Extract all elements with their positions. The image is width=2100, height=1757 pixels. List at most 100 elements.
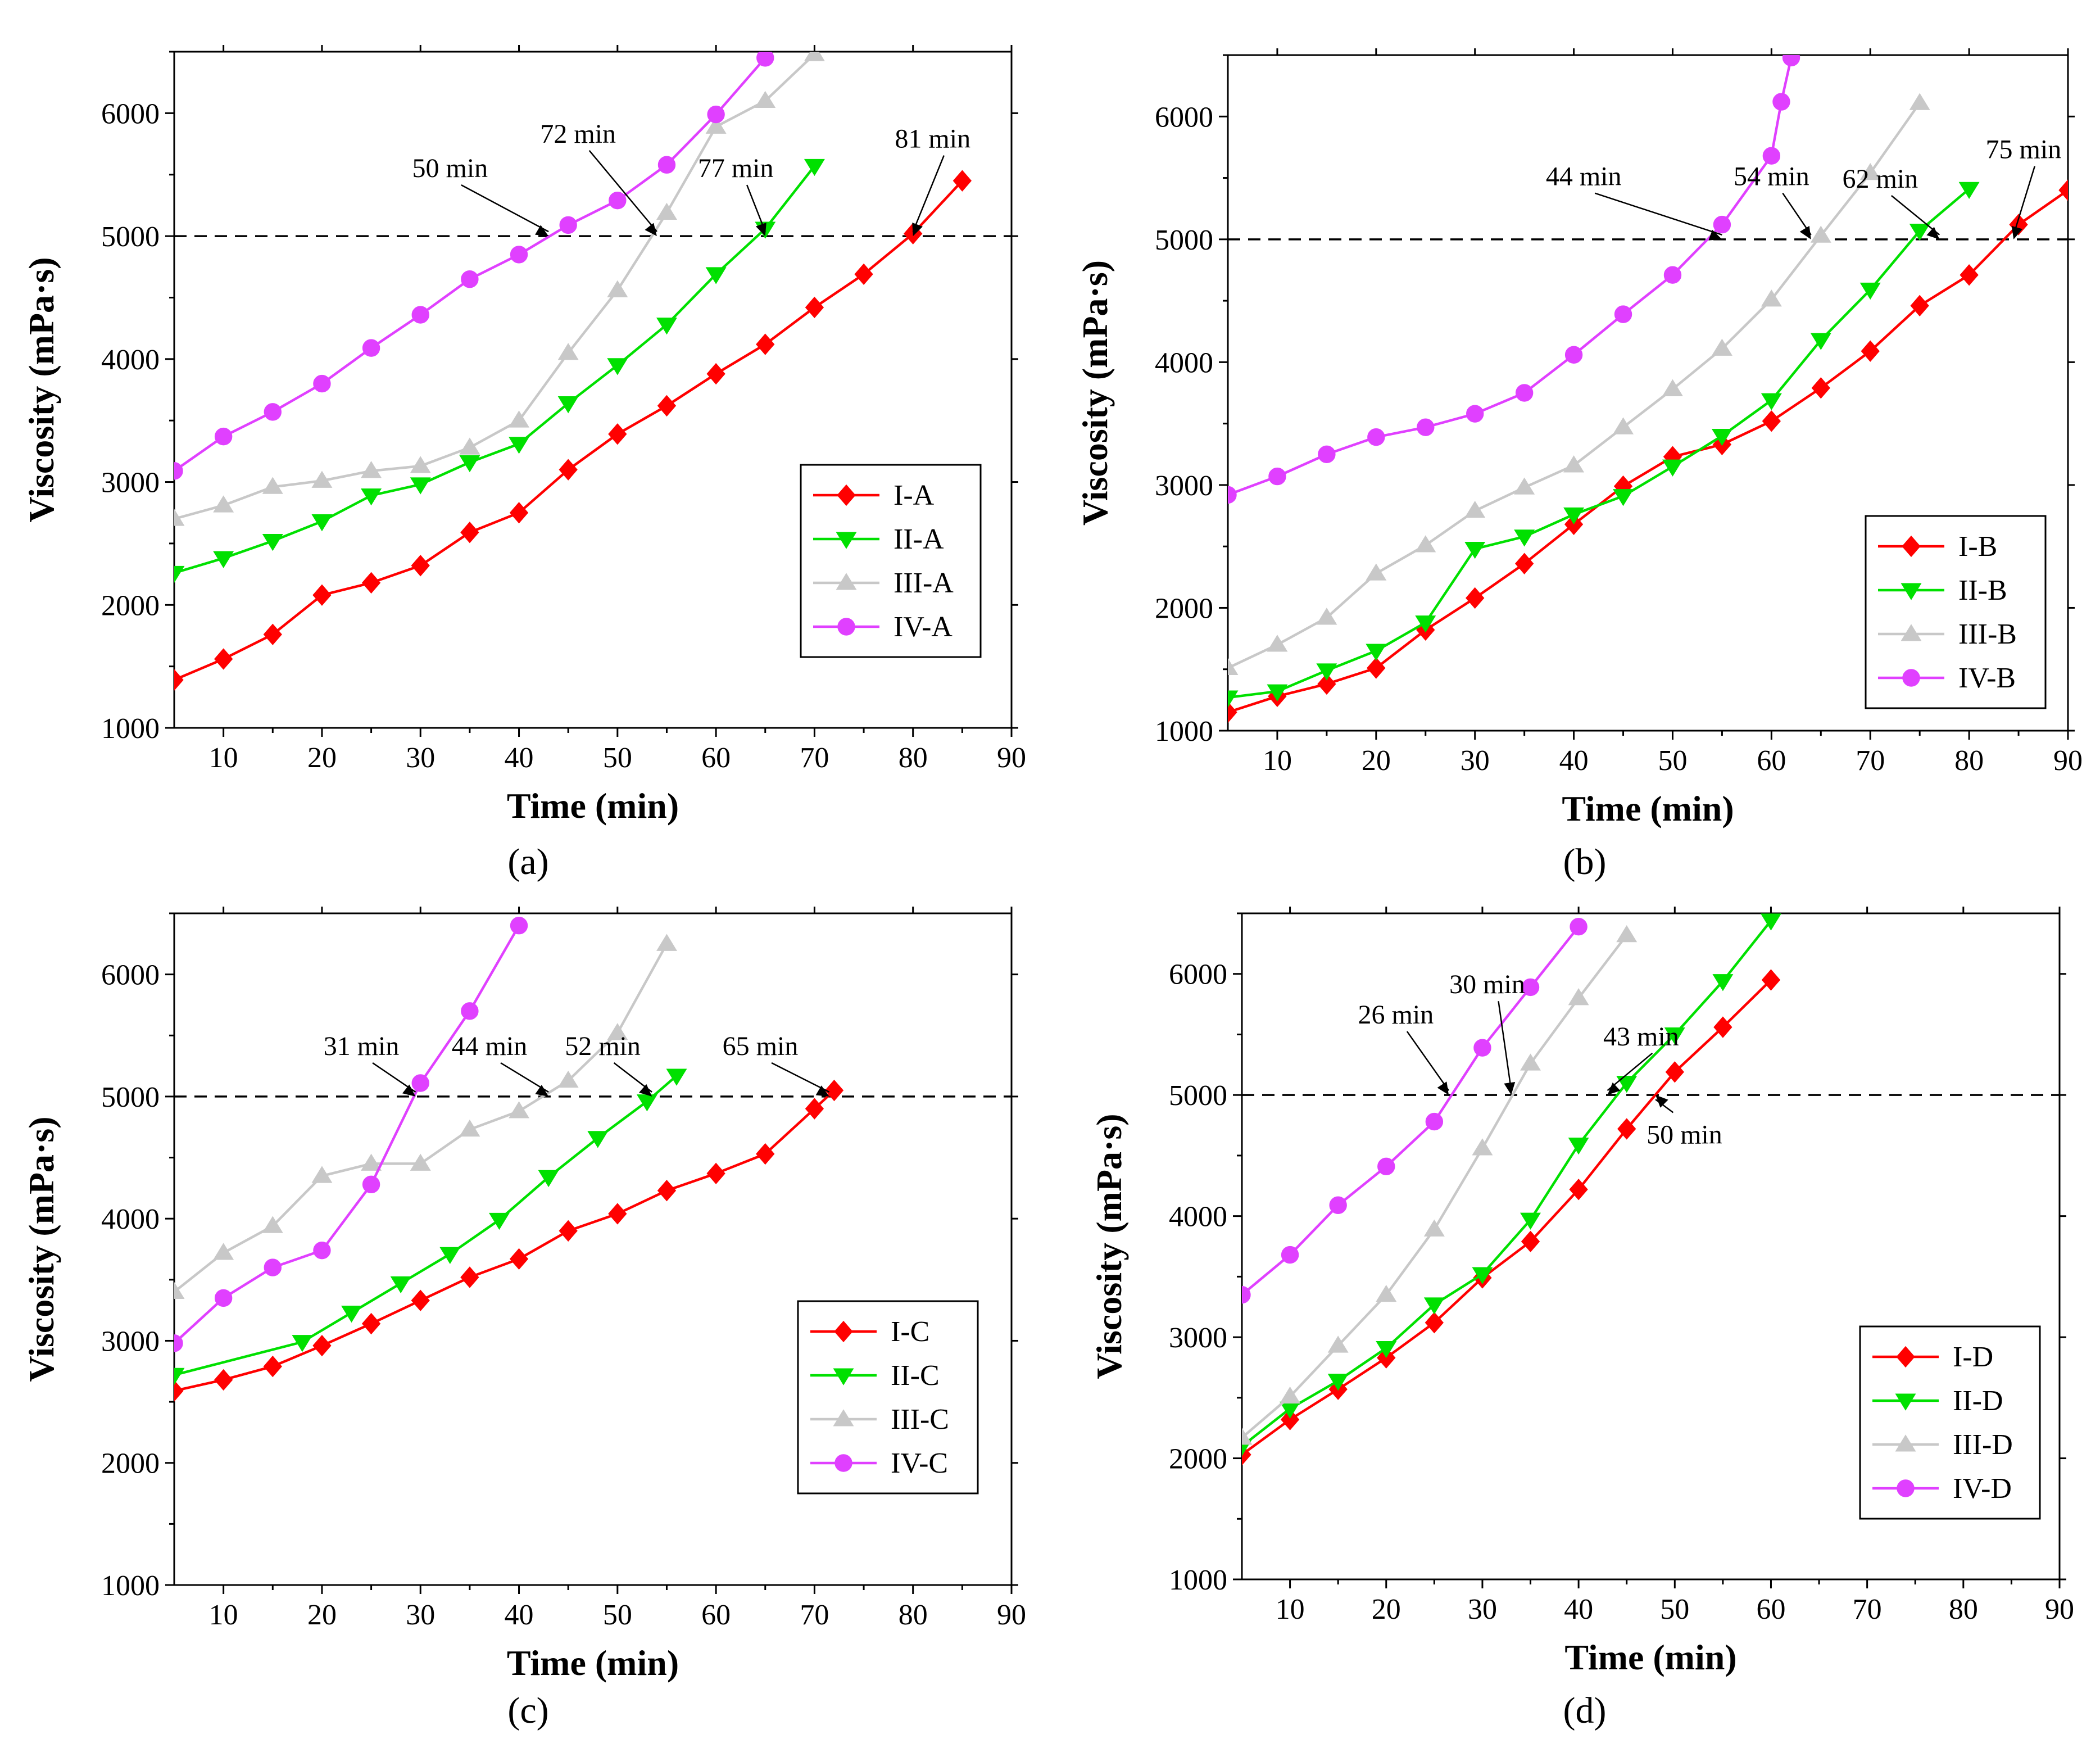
plot-frame bbox=[1241, 912, 2061, 1581]
data-point-IV-D bbox=[1473, 1039, 1491, 1057]
data-point-III-A bbox=[607, 280, 628, 297]
data-point-I-C bbox=[214, 1369, 233, 1391]
data-point-III-B bbox=[1366, 563, 1387, 581]
data-point-IV-C bbox=[362, 1175, 380, 1194]
data-point-III-C bbox=[557, 1070, 579, 1088]
x-tick-label: 30 bbox=[406, 1599, 435, 1631]
legend-label: III-D bbox=[1953, 1429, 2013, 1461]
legend-marker-I-C bbox=[834, 1320, 853, 1343]
x-tick-label: 10 bbox=[1276, 1593, 1305, 1625]
data-point-II-B bbox=[1563, 507, 1585, 525]
annotation-arrowhead bbox=[402, 1084, 416, 1097]
data-point-III-C bbox=[262, 1216, 283, 1233]
annotation-arrow bbox=[771, 1062, 830, 1093]
data-point-II-A bbox=[509, 437, 530, 454]
annotation-label: 50 min bbox=[1647, 1120, 1722, 1149]
x-tick-label: 70 bbox=[1856, 745, 1885, 777]
y-tick-label: 6000 bbox=[101, 959, 160, 991]
legend-label: II-B bbox=[1958, 574, 2007, 606]
data-point-III-D bbox=[1242, 1428, 1253, 1445]
data-point-IV-C bbox=[174, 1334, 183, 1352]
legend-label: I-D bbox=[1953, 1341, 1993, 1373]
data-point-I-B bbox=[1861, 340, 1880, 362]
x-tick-label: 20 bbox=[1362, 745, 1391, 777]
data-point-II-B bbox=[1366, 644, 1387, 661]
y-tick-label: 6000 bbox=[101, 98, 160, 130]
data-point-III-B bbox=[1662, 379, 1683, 396]
y-tick-label: 3000 bbox=[1155, 470, 1213, 502]
legend: I-C II-C III-C IV-C bbox=[797, 1300, 979, 1495]
annotation-label: 52 min bbox=[565, 1031, 641, 1061]
x-tick-label: 20 bbox=[307, 1599, 337, 1631]
data-point-III-B bbox=[1415, 535, 1436, 553]
legend-marker-IV-A bbox=[837, 618, 855, 636]
legend-label: III-B bbox=[1958, 618, 2017, 650]
series-group bbox=[1228, 55, 2068, 723]
series-line-IV-D bbox=[1242, 926, 1580, 1296]
data-point-II-B bbox=[1909, 224, 1930, 241]
legend-label: III-A bbox=[893, 567, 954, 599]
x-tick-label: 30 bbox=[1468, 1593, 1497, 1625]
legend-marker-IV-D bbox=[1897, 1479, 1915, 1497]
legend: I-D II-D III-D IV-D bbox=[1859, 1325, 2041, 1520]
data-point-II-A bbox=[174, 565, 185, 583]
legend-label: IV-B bbox=[1958, 662, 2016, 694]
data-point-II-B bbox=[1859, 282, 1881, 300]
plot-frame bbox=[173, 912, 1013, 1586]
data-point-II-A bbox=[705, 267, 727, 284]
data-point-IV-B bbox=[1762, 147, 1781, 165]
x-tick-label: 90 bbox=[997, 1599, 1026, 1631]
legend-label: IV-C bbox=[891, 1447, 948, 1479]
data-point-II-A bbox=[213, 551, 234, 568]
y-tick-label: 2000 bbox=[1155, 592, 1213, 624]
data-point-I-C bbox=[361, 1312, 381, 1335]
data-point-IV-D bbox=[1377, 1157, 1395, 1176]
data-point-III-A bbox=[174, 509, 185, 526]
data-point-I-A bbox=[361, 572, 381, 594]
legend-label: IV-D bbox=[1953, 1473, 2012, 1505]
data-point-I-C bbox=[509, 1248, 529, 1270]
data-point-I-D bbox=[1280, 1409, 1300, 1430]
data-point-IV-A bbox=[313, 374, 331, 393]
data-point-III-A bbox=[804, 52, 825, 61]
data-point-I-C bbox=[756, 1143, 775, 1165]
annotation-arrowhead bbox=[1437, 1081, 1449, 1095]
data-point-I-B bbox=[1317, 673, 1336, 695]
data-point-II-D bbox=[1712, 974, 1734, 991]
data-point-II-B bbox=[1761, 393, 1782, 410]
legend-label: II-C bbox=[891, 1360, 940, 1392]
data-point-IV-D bbox=[1281, 1246, 1299, 1264]
x-tick-label: 70 bbox=[1853, 1593, 1882, 1625]
y-tick-label: 1000 bbox=[101, 1570, 160, 1602]
plot-frame bbox=[173, 51, 1013, 729]
annotation-label: 50 min bbox=[412, 153, 488, 183]
data-point-IV-A bbox=[609, 191, 627, 210]
data-point-IV-D bbox=[1521, 978, 1540, 997]
x-tick-label: 80 bbox=[1954, 745, 1984, 777]
data-point-II-B bbox=[1464, 542, 1486, 559]
data-point-III-A bbox=[656, 202, 677, 220]
annotation-arrowhead bbox=[1926, 227, 1940, 239]
data-point-IV-A bbox=[559, 216, 577, 234]
y-tick-label: 6000 bbox=[1155, 101, 1213, 133]
annotation-label: 77 min bbox=[698, 153, 774, 183]
data-point-I-A bbox=[559, 459, 578, 481]
data-point-II-C bbox=[538, 1170, 559, 1188]
panel-caption: (c) bbox=[507, 1690, 548, 1731]
data-point-IV-B bbox=[1564, 346, 1583, 364]
data-point-I-C bbox=[263, 1355, 282, 1378]
x-axis-title: Time (min) bbox=[1564, 1637, 1736, 1677]
x-tick-label: 20 bbox=[307, 742, 337, 774]
annotation-label: 72 min bbox=[540, 119, 616, 149]
y-tick-label: 4000 bbox=[1155, 347, 1213, 379]
y-tick-label: 3000 bbox=[101, 1325, 160, 1357]
data-point-II-D bbox=[1760, 913, 1781, 931]
data-point-I-B bbox=[1466, 587, 1485, 609]
legend-marker-IV-C bbox=[834, 1454, 852, 1472]
legend-marker-III-B bbox=[1901, 624, 1922, 641]
data-point-III-B bbox=[1316, 608, 1337, 625]
y-tick-label: 4000 bbox=[1169, 1201, 1227, 1233]
data-point-I-B bbox=[1960, 264, 1979, 286]
y-tick-label: 1000 bbox=[101, 713, 160, 745]
